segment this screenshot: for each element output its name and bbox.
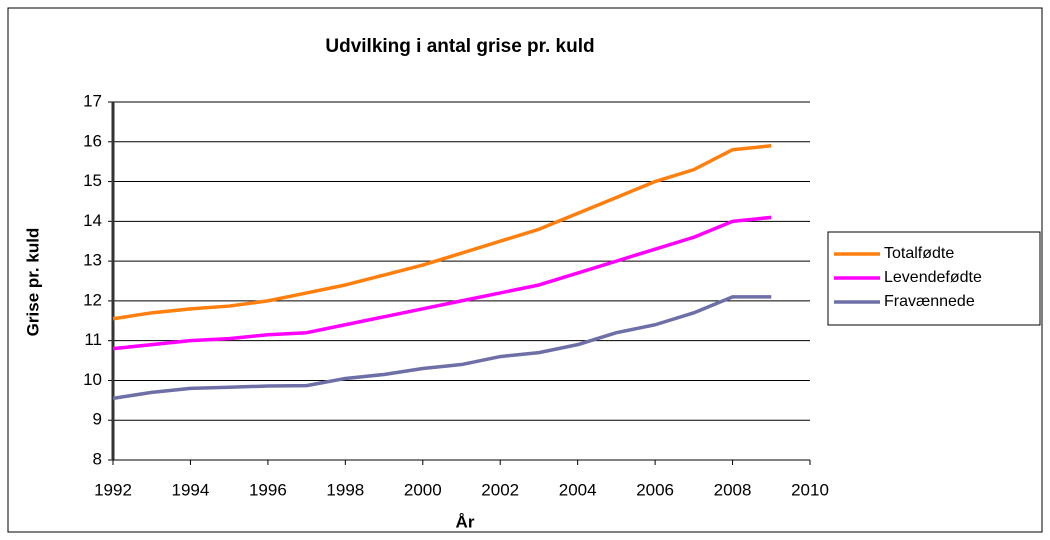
- x-tick-label: 2002: [481, 480, 519, 499]
- x-axis-label: År: [456, 512, 475, 531]
- y-tick-label: 16: [83, 131, 102, 150]
- x-tick-label: 2006: [636, 480, 674, 499]
- legend-label: Levendefødte: [884, 269, 982, 286]
- y-tick-label: 13: [83, 251, 102, 270]
- legend-label: Totalfødte: [884, 245, 954, 262]
- series-line: [112, 144, 772, 321]
- x-tick-label: 2000: [404, 480, 442, 499]
- legend-label: Fravænnede: [884, 293, 975, 310]
- x-tick-label: 1992: [94, 480, 132, 499]
- y-tick-label: 14: [83, 211, 102, 230]
- x-tick-label: 2004: [559, 480, 597, 499]
- series-line: [112, 295, 772, 401]
- y-tick-label: 15: [83, 171, 102, 190]
- chart-title: Udvilking i antal grise pr. kuld: [325, 36, 594, 57]
- x-tick-label: 2010: [791, 480, 829, 499]
- y-axis-label: Grise pr. kuld: [23, 228, 42, 337]
- x-tick-label: 1998: [326, 480, 364, 499]
- y-tick-label: 11: [84, 330, 102, 349]
- y-tick-label: 10: [83, 370, 102, 389]
- x-tick-label: 1994: [172, 480, 210, 499]
- x-tick-label: 1996: [249, 480, 287, 499]
- x-tick-label: 2008: [714, 480, 752, 499]
- y-tick-label: 9: [93, 410, 102, 429]
- y-tick-label: 17: [83, 91, 102, 110]
- y-tick-label: 12: [83, 290, 102, 309]
- series-line: [112, 215, 772, 351]
- y-tick-label: 8: [93, 449, 102, 468]
